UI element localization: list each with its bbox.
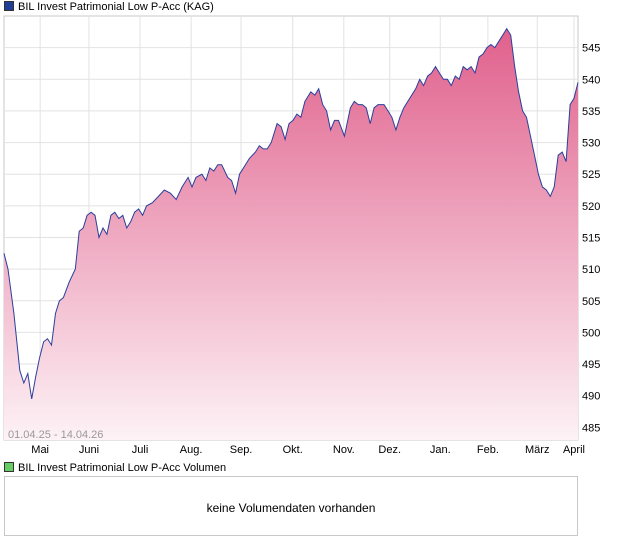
x-tick-label: März: [525, 444, 549, 456]
x-tick-label: Dez.: [378, 444, 401, 456]
price-line: [3, 27, 579, 399]
x-tick-label: Mai: [31, 444, 49, 456]
y-tick-label: 510: [582, 264, 600, 276]
x-tick-label: Juli: [132, 444, 149, 456]
y-tick-label: 540: [582, 74, 600, 86]
price-chart: 485490495500505510515520525530535540545 …: [3, 15, 600, 456]
y-tick-label: 545: [582, 43, 600, 55]
x-tick-label: Sep.: [230, 444, 253, 456]
y-tick-label: 520: [582, 201, 600, 213]
volume-series-swatch: [4, 462, 14, 472]
volume-legend-label: BIL Invest Patrimonial Low P-Acc Volumen: [18, 462, 227, 474]
no-volume-message: keine Volumendaten vorhanden: [206, 501, 376, 515]
y-tick-label: 525: [582, 169, 600, 181]
y-tick-label: 505: [582, 296, 600, 308]
y-tick-label: 490: [582, 391, 600, 403]
date-range-label: 01.04.25 - 14.04.26: [8, 429, 103, 441]
y-tick-label: 535: [582, 106, 600, 118]
x-tick-label: Juni: [79, 444, 99, 456]
x-tick-label: Nov.: [333, 444, 355, 456]
x-axis: Mai Juni Juli Aug. Sep. Okt. Nov. Dez. Jan. Feb. M…: [31, 444, 585, 456]
y-tick-label: 515: [582, 232, 600, 244]
volume-legend: BIL Invest Patrimonial Low P-Acc Volumen: [4, 461, 226, 475]
y-axis: 485 490 495 500 505 510 515 520 525 530 535 540 545: [582, 43, 600, 435]
y-tick-label: 530: [582, 138, 600, 150]
x-tick-label: Jan.: [430, 444, 451, 456]
y-tick-label: 500: [582, 327, 600, 339]
x-tick-label: Okt.: [283, 444, 303, 456]
y-tick-label: 495: [582, 359, 600, 371]
x-tick-label: April: [563, 444, 585, 456]
price-area: [4, 28, 578, 440]
price-legend: BIL Invest Patrimonial Low P-Acc (KAG): [4, 0, 214, 14]
price-legend-label: BIL Invest Patrimonial Low P-Acc (KAG): [18, 1, 214, 13]
volume-panel: keine Volumendaten vorhanden: [4, 476, 578, 536]
price-series-swatch: [4, 1, 14, 11]
y-tick-label: 485: [582, 422, 600, 434]
x-tick-label: Aug.: [180, 444, 203, 456]
x-tick-label: Feb.: [477, 444, 499, 456]
